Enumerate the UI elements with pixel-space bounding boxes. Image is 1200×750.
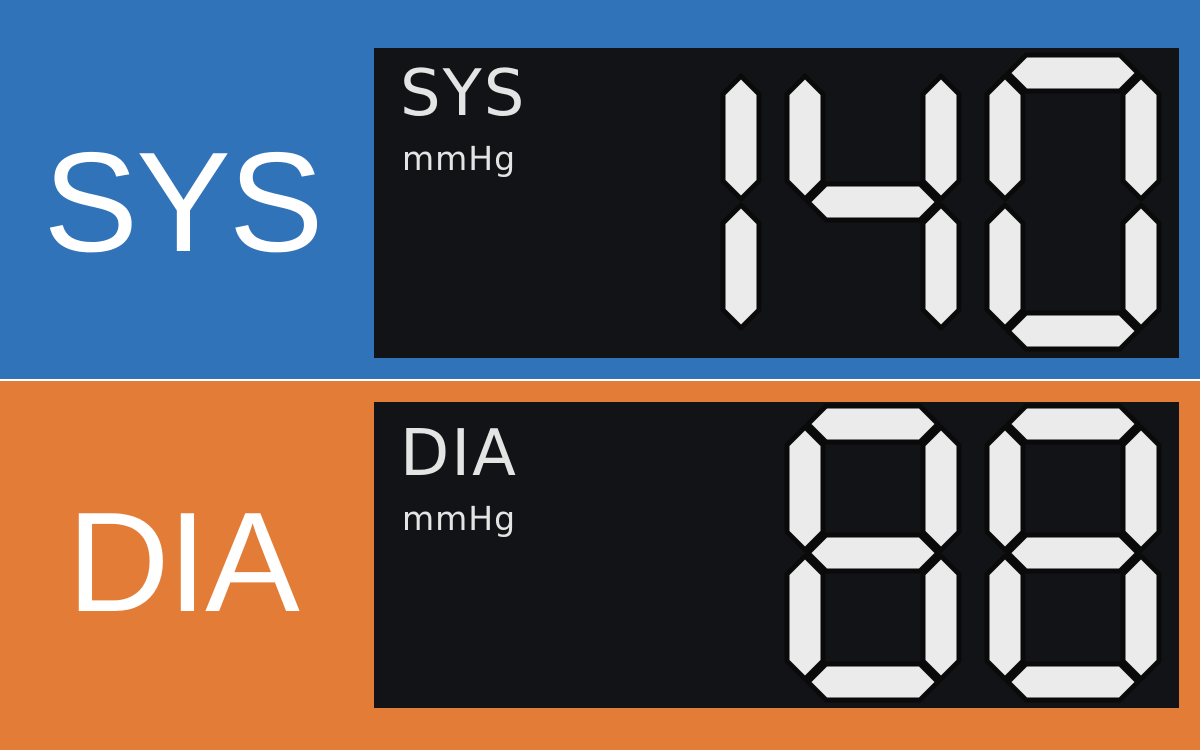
diastolic-digit-1-segment-g	[805, 532, 941, 574]
diastolic-digit-2-segment-d	[1005, 661, 1141, 703]
diastolic-digit-2-segment-g	[1005, 532, 1141, 574]
diastolic-digit-1-segment-e	[784, 553, 826, 682]
diastolic-digit-1-segment-b	[920, 424, 962, 553]
systolic-band: SYS SYS mmHg	[0, 0, 1200, 379]
diastolic-digit-2-segment-c	[1120, 553, 1162, 682]
systolic-digit-3-segment-e	[984, 202, 1026, 331]
systolic-digit-1	[720, 73, 762, 331]
diastolic-lcd-display: DIA mmHg	[374, 402, 1179, 708]
diastolic-lcd-title: DIA	[400, 417, 518, 491]
systolic-digit-2-segment-c	[920, 202, 962, 331]
diastolic-unit-label: mmHg	[402, 499, 517, 538]
systolic-unit-label: mmHg	[402, 139, 517, 178]
diastolic-digit-2-segment-e	[984, 553, 1026, 682]
diastolic-digit-1-segment-d	[805, 661, 941, 703]
diastolic-digit-1	[784, 403, 962, 703]
systolic-digit-3-segment-d	[1005, 310, 1141, 352]
systolic-lcd-title: SYS	[400, 57, 527, 131]
systolic-digit-2-segment-b	[920, 73, 962, 202]
diastolic-side-label: DIA	[67, 483, 300, 642]
systolic-side-label: SYS	[43, 123, 323, 282]
diastolic-digit-2-segment-b	[1120, 424, 1162, 553]
diastolic-reading-digits	[784, 403, 1162, 703]
diastolic-band: DIA DIA mmHg	[0, 381, 1200, 750]
diastolic-digit-2	[984, 403, 1162, 703]
systolic-digit-1-segment-b	[720, 73, 762, 202]
systolic-digit-3	[984, 52, 1162, 352]
systolic-reading-digits	[720, 52, 1162, 352]
systolic-digit-3-segment-f	[984, 73, 1026, 202]
systolic-digit-2-segment-g	[805, 181, 941, 223]
diastolic-digit-2-segment-f	[984, 424, 1026, 553]
systolic-digit-2-segment-f	[784, 73, 826, 202]
systolic-lcd-display: SYS mmHg	[374, 48, 1179, 358]
systolic-digit-2	[784, 73, 962, 331]
diastolic-digit-2-segment-a	[1005, 403, 1141, 445]
systolic-digit-1-segment-c	[720, 202, 762, 331]
systolic-digit-3-segment-c	[1120, 202, 1162, 331]
diastolic-digit-1-segment-f	[784, 424, 826, 553]
systolic-digit-3-segment-b	[1120, 73, 1162, 202]
diastolic-digit-1-segment-a	[805, 403, 941, 445]
diastolic-digit-1-segment-c	[920, 553, 962, 682]
systolic-digit-3-segment-a	[1005, 52, 1141, 94]
